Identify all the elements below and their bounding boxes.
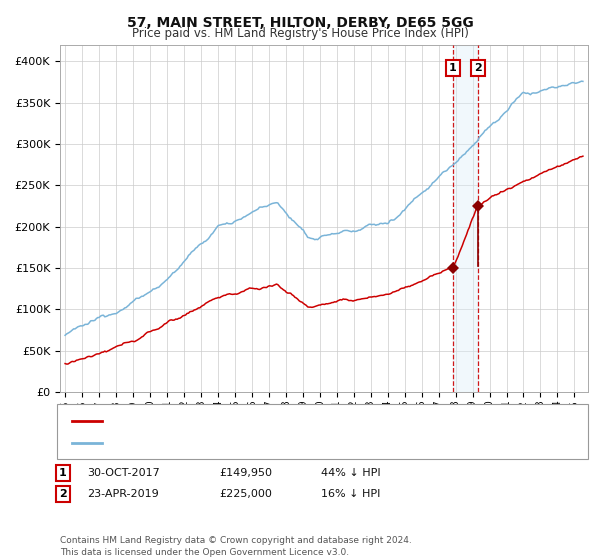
Text: 57, MAIN STREET, HILTON, DERBY, DE65 5GG (detached house): 57, MAIN STREET, HILTON, DERBY, DE65 5GG… bbox=[108, 416, 437, 426]
Text: 30-OCT-2017: 30-OCT-2017 bbox=[87, 468, 160, 478]
Text: 44% ↓ HPI: 44% ↓ HPI bbox=[321, 468, 380, 478]
Text: 2: 2 bbox=[59, 489, 67, 499]
Text: Price paid vs. HM Land Registry's House Price Index (HPI): Price paid vs. HM Land Registry's House … bbox=[131, 27, 469, 40]
Bar bbox=[452, 45, 478, 392]
Text: Contains HM Land Registry data © Crown copyright and database right 2024.
This d: Contains HM Land Registry data © Crown c… bbox=[60, 536, 412, 557]
Text: 1: 1 bbox=[59, 468, 67, 478]
Text: £149,950: £149,950 bbox=[219, 468, 272, 478]
Text: 23-APR-2019: 23-APR-2019 bbox=[87, 489, 159, 499]
Text: 1: 1 bbox=[449, 63, 457, 73]
Text: 2: 2 bbox=[474, 63, 482, 73]
Text: £225,000: £225,000 bbox=[219, 489, 272, 499]
Text: HPI: Average price, detached house, South Derbyshire: HPI: Average price, detached house, Sout… bbox=[108, 437, 392, 447]
Text: 16% ↓ HPI: 16% ↓ HPI bbox=[321, 489, 380, 499]
Text: 57, MAIN STREET, HILTON, DERBY, DE65 5GG: 57, MAIN STREET, HILTON, DERBY, DE65 5GG bbox=[127, 16, 473, 30]
